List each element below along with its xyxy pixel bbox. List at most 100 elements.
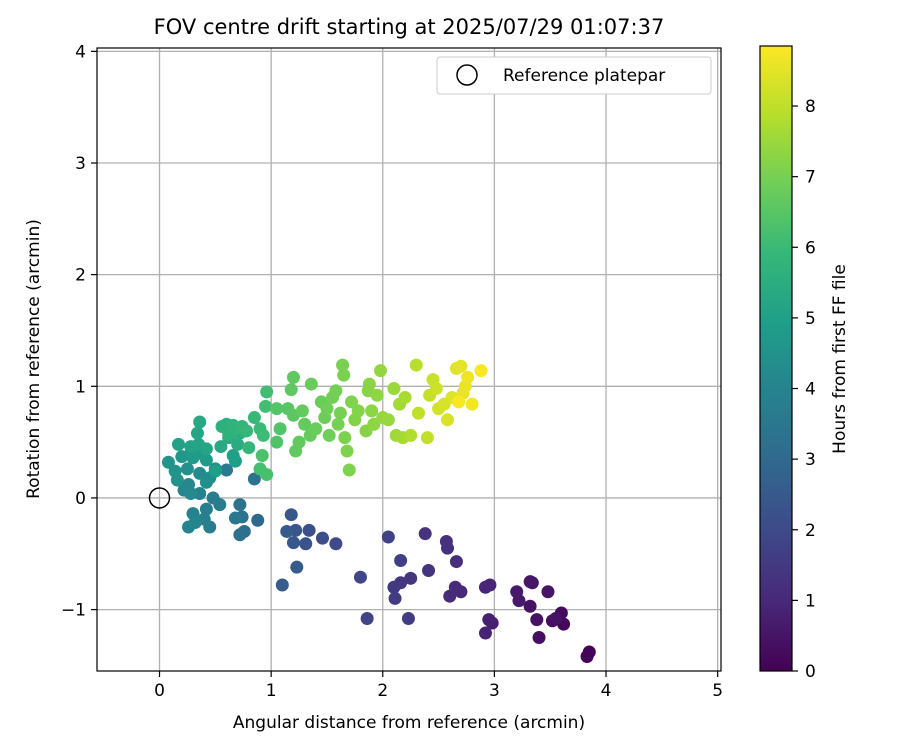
data-point: [337, 368, 351, 382]
data-point: [259, 399, 273, 413]
data-point: [247, 472, 261, 486]
data-point: [161, 455, 175, 469]
data-point: [275, 578, 289, 592]
data-point: [443, 589, 457, 603]
data-point: [255, 449, 269, 463]
data-point: [233, 528, 247, 542]
data-point: [286, 370, 300, 384]
colorbar: 0 1 2 3 4 5 6 7 8 Hours from first FF file: [759, 45, 850, 682]
y-tick-label: 1: [75, 377, 86, 397]
data-point: [240, 424, 254, 438]
data-point: [370, 388, 384, 402]
data-point: [186, 451, 200, 465]
data-point: [233, 498, 247, 512]
data-point: [315, 531, 329, 545]
data-point: [284, 383, 298, 397]
data-point: [322, 428, 336, 442]
legend-marker-icon: [456, 64, 478, 86]
colorbar-tick-label: 2: [805, 521, 816, 541]
data-point: [199, 442, 213, 456]
data-point: [362, 377, 376, 391]
data-point: [329, 537, 343, 551]
colorbar-tick-label: 1: [805, 591, 816, 611]
data-point: [309, 422, 323, 436]
y-tick-label: 4: [75, 42, 86, 62]
y-tick-label: 2: [75, 266, 86, 286]
data-point: [409, 358, 423, 372]
data-point: [180, 462, 194, 476]
data-point: [284, 508, 298, 522]
y-axis-label: Rotation from reference (arcmin): [24, 219, 44, 499]
data-point: [199, 502, 213, 516]
data-point: [418, 527, 432, 541]
plot-area-frame: [96, 47, 722, 672]
reference-platepar-marker: [148, 487, 171, 509]
x-tick-label: 2: [377, 681, 388, 701]
data-point: [541, 585, 555, 599]
x-axis-label: Angular distance from reference (arcmin): [233, 713, 585, 733]
data-point: [184, 486, 198, 500]
data-point: [208, 464, 222, 478]
colorbar-tick-label: 3: [805, 450, 816, 470]
data-point: [474, 364, 488, 378]
data-point: [219, 463, 233, 477]
data-point: [331, 417, 345, 431]
colorbar-tick-label: 6: [805, 238, 816, 258]
colorbar-ticks: 0 1 2 3 4 5 6 7 8: [792, 97, 816, 682]
colorbar-tick-label: 4: [805, 380, 816, 400]
data-point: [398, 390, 412, 404]
legend: Reference platepar: [436, 56, 712, 95]
x-tick-label: 1: [266, 681, 277, 701]
data-point: [367, 417, 381, 431]
data-point: [290, 560, 304, 574]
data-point: [199, 475, 213, 489]
data-point: [171, 437, 185, 451]
data-point: [452, 395, 466, 409]
data-point: [381, 530, 395, 544]
data-point: [345, 395, 359, 409]
colorbar-tick-label: 5: [805, 309, 816, 329]
data-point: [251, 513, 265, 527]
data-point: [299, 537, 313, 551]
data-point: [387, 382, 401, 396]
data-point: [525, 576, 539, 590]
data-point: [411, 406, 425, 420]
colorbar-label: Hours from first FF file: [830, 264, 850, 454]
data-point: [394, 553, 408, 567]
y-tick-label: 3: [75, 154, 86, 174]
colorbar-tick-label: 7: [805, 168, 816, 188]
data-point: [336, 358, 350, 372]
data-point: [353, 570, 367, 584]
legend-box: [436, 56, 712, 95]
data-point: [532, 631, 546, 645]
data-point: [190, 426, 204, 440]
data-point: [247, 411, 261, 425]
data-point: [338, 431, 352, 445]
data-point: [333, 406, 347, 420]
data-point: [193, 466, 207, 480]
data-point: [381, 413, 395, 427]
data-point: [193, 415, 207, 429]
data-point: [439, 534, 453, 548]
data-point: [387, 580, 401, 594]
legend-entry-label: Reference platepar: [503, 66, 665, 86]
data-point: [342, 463, 356, 477]
data-point: [226, 449, 240, 463]
x-tick-label: 0: [154, 681, 165, 701]
data-point: [260, 385, 274, 399]
data-point: [193, 486, 207, 500]
data-point: [260, 467, 274, 481]
data-point: [351, 404, 365, 418]
data-point: [482, 613, 496, 627]
data-point: [273, 422, 287, 436]
data-point: [256, 428, 270, 442]
data-point: [478, 580, 492, 594]
data-point: [329, 384, 343, 398]
grid-lines: [97, 48, 721, 671]
data-point: [404, 571, 418, 585]
data-point: [188, 516, 202, 530]
x-tick-label: 3: [489, 681, 500, 701]
data-point: [530, 613, 544, 627]
data-point: [441, 413, 455, 427]
